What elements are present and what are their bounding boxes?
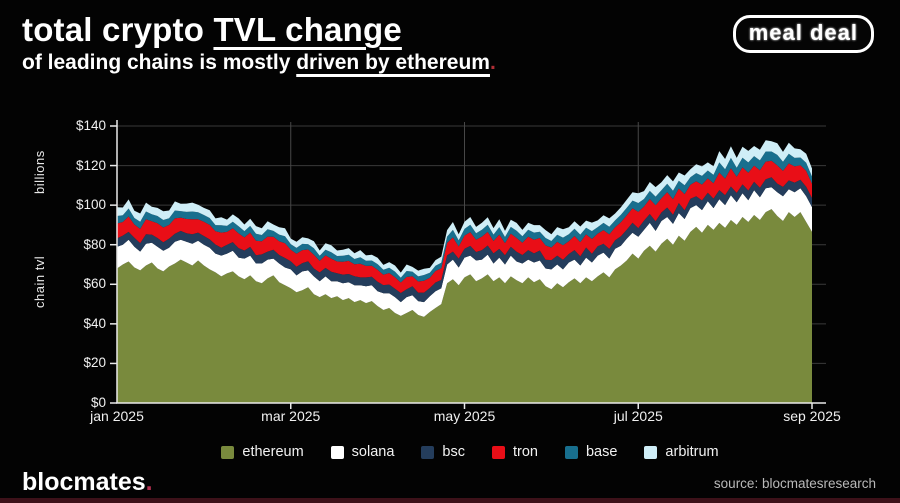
bottom-accent-strip	[0, 498, 900, 503]
y-tick-label: $60	[83, 276, 106, 292]
y-tick-label: $40	[83, 315, 106, 331]
chart-legend: ethereum solana bsc tron base arbitrum	[40, 444, 900, 460]
x-tick-label: jan 2025	[90, 408, 144, 424]
y-tick-label: $120	[75, 157, 106, 173]
x-tick-label: may 2025	[433, 408, 496, 424]
legend-label: tron	[512, 444, 538, 460]
x-tick-label: jul 2025	[613, 408, 663, 424]
page-title: total crypto TVL change	[22, 10, 496, 50]
x-tick-label: mar 2025	[261, 408, 321, 424]
legend-swatch-ethereum	[221, 445, 235, 459]
legend-label: solana	[351, 444, 395, 460]
legend-label: bsc	[442, 444, 465, 460]
area-bsc	[117, 177, 812, 303]
area-ethereum	[117, 209, 812, 403]
area-arbitrum	[117, 140, 812, 278]
legend-item-arbitrum: arbitrum	[644, 444, 719, 460]
x-tick-label: sep 2025	[783, 408, 841, 424]
subtitle-period: .	[489, 51, 496, 74]
y-tick-label: $80	[83, 236, 106, 252]
brand-period: .	[145, 468, 153, 496]
legend-swatch-solana	[330, 445, 344, 459]
page-subtitle: of leading chains is mostly driven by et…	[22, 50, 496, 76]
legend-item-ethereum: ethereum	[221, 444, 304, 460]
legend-swatch-arbitrum	[644, 445, 658, 459]
subtitle-plain: of leading chains is mostly	[22, 51, 297, 74]
source-credit: source: blocmatesresearch	[713, 476, 876, 491]
legend-label: ethereum	[242, 444, 304, 460]
area-base	[117, 151, 812, 283]
y-tick-label: $20	[83, 355, 106, 371]
area-solana	[117, 187, 812, 317]
legend-item-tron: tron	[491, 444, 538, 460]
legend-item-base: base	[564, 444, 618, 460]
meal-deal-logo: meal deal	[732, 15, 874, 53]
brand-logo: blocmates.	[22, 468, 153, 497]
legend-swatch-bsc	[421, 445, 435, 459]
legend-label: base	[585, 444, 618, 460]
legend-swatch-base	[564, 445, 578, 459]
legend-swatch-tron	[491, 445, 505, 459]
title-underlined: TVL change	[213, 11, 402, 48]
area-tron	[117, 160, 812, 293]
title-plain: total crypto	[22, 11, 214, 48]
brand-text: blocmates	[22, 468, 146, 496]
legend-item-bsc: bsc	[421, 444, 465, 460]
legend-item-solana: solana	[330, 444, 395, 460]
y-tick-label: $140	[75, 118, 106, 133]
subtitle-underlined: driven by ethereum	[296, 51, 490, 74]
legend-label: arbitrum	[665, 444, 719, 460]
y-tick-label: $100	[75, 197, 106, 213]
header: total crypto TVL change of leading chain…	[22, 10, 496, 76]
y-tick-label: $0	[90, 395, 106, 410]
